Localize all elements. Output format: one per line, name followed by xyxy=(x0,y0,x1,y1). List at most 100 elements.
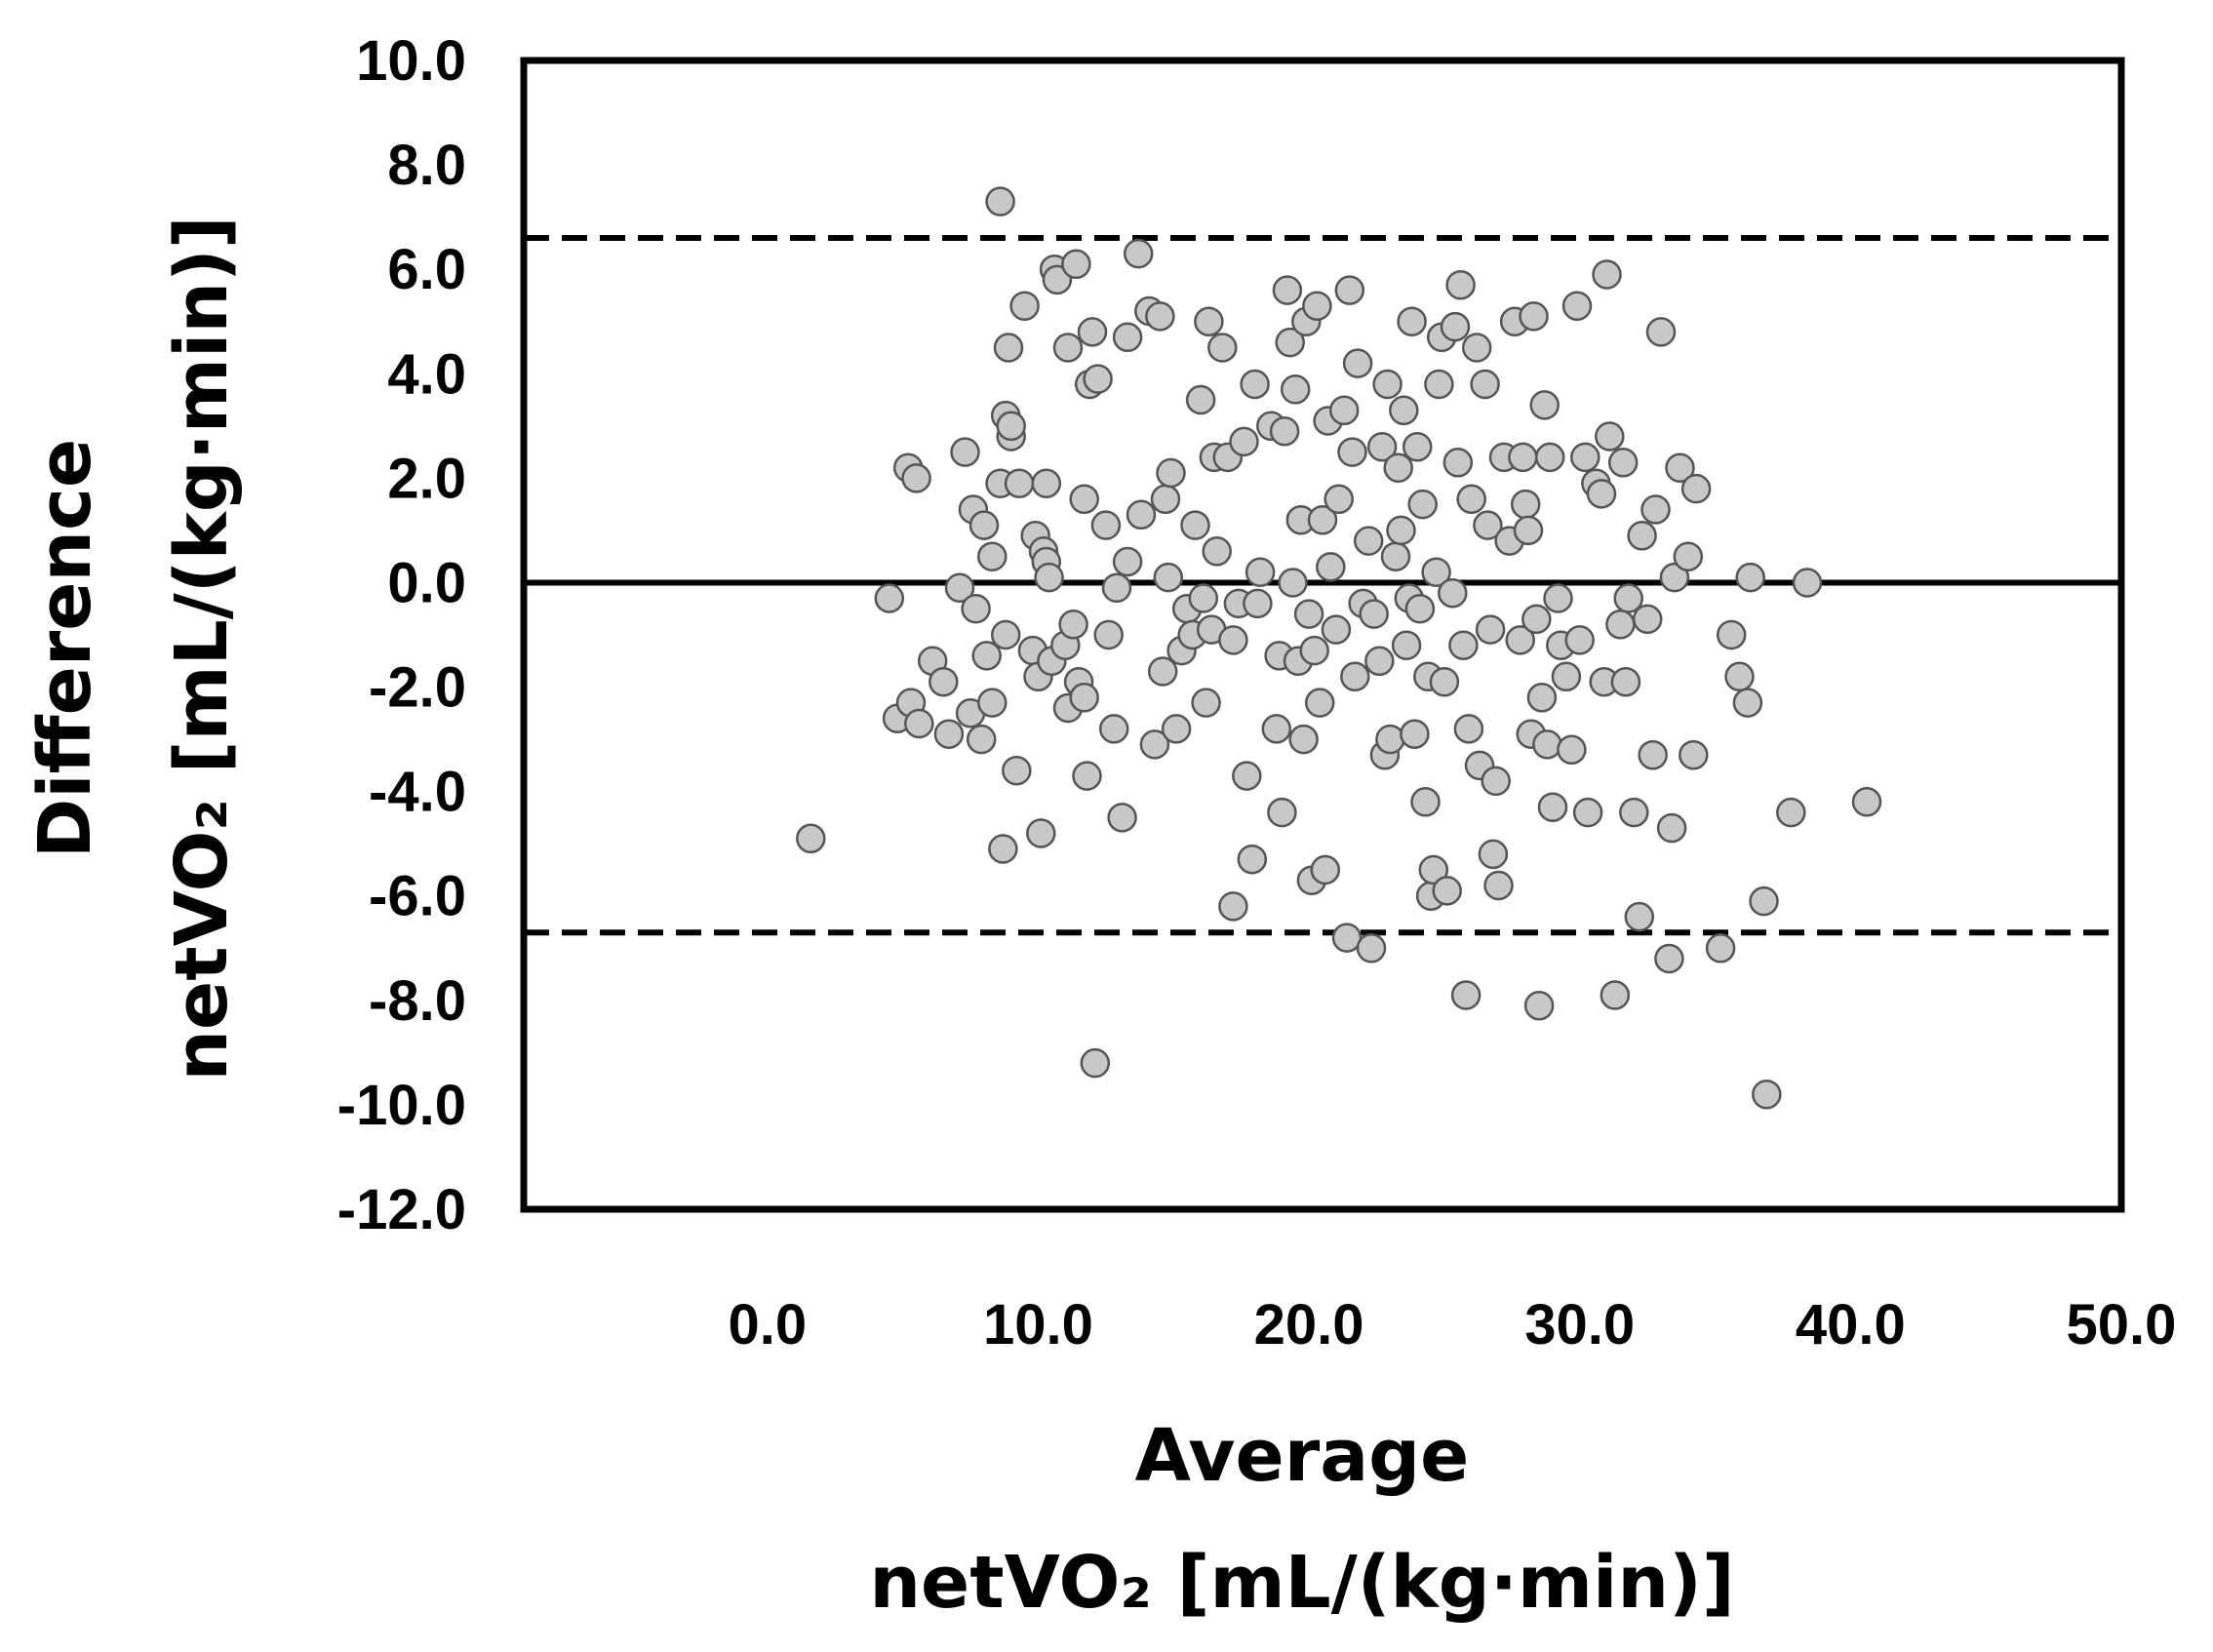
y-axis-tick-labels: 10.0 8.0 6.0 4.0 2.0 0.0 -2.0 -4.0 -6.0 -8.0 -10.0… xyxy=(337,29,466,1241)
data-point xyxy=(1293,599,1324,629)
data-point xyxy=(1052,333,1084,363)
data-point xyxy=(1331,923,1363,953)
data-point xyxy=(1505,625,1535,655)
data-point xyxy=(985,186,1015,216)
data-point xyxy=(1324,484,1354,515)
reference-lines xyxy=(524,235,2121,936)
data-point xyxy=(993,333,1024,363)
data-point xyxy=(1557,734,1587,766)
y-tick-label: -2.0 xyxy=(369,656,466,720)
data-point xyxy=(1188,583,1219,613)
data-point xyxy=(1391,630,1422,660)
data-point xyxy=(1107,803,1137,833)
data-point xyxy=(1340,661,1370,692)
data-point xyxy=(1624,901,1655,932)
data-point xyxy=(1150,484,1181,515)
data-point xyxy=(1334,275,1365,305)
data-point xyxy=(1792,568,1823,598)
data-point xyxy=(1508,442,1538,473)
data-point xyxy=(1009,291,1040,321)
data-point xyxy=(968,510,1000,540)
data-point xyxy=(1561,291,1593,321)
data-point xyxy=(1302,291,1332,321)
y-tick-label: 8.0 xyxy=(387,134,466,197)
data-point xyxy=(1564,625,1595,655)
data-point xyxy=(1069,683,1099,713)
data-point xyxy=(1397,306,1427,336)
data-point xyxy=(1353,526,1384,556)
data-point xyxy=(1069,484,1099,515)
data-point xyxy=(1400,719,1430,749)
data-point xyxy=(1337,437,1367,467)
data-point xyxy=(1123,238,1154,269)
data-point xyxy=(1607,448,1639,478)
data-point xyxy=(1473,510,1503,540)
data-point xyxy=(1156,457,1186,489)
data-point xyxy=(1364,646,1395,677)
data-point xyxy=(1185,384,1216,415)
data-point xyxy=(1410,787,1441,817)
y-tick-label: 10.0 xyxy=(356,29,466,93)
data-point xyxy=(1328,395,1360,426)
data-point xyxy=(796,823,826,854)
data-point xyxy=(1632,604,1663,635)
data-point xyxy=(1600,980,1631,1010)
data-point xyxy=(1161,714,1192,744)
data-point xyxy=(1605,610,1636,640)
data-point xyxy=(1445,269,1476,300)
data-point xyxy=(1194,306,1224,336)
data-point xyxy=(1679,739,1709,770)
data-point xyxy=(1595,421,1625,452)
data-point xyxy=(1619,797,1649,828)
data-point xyxy=(1299,635,1329,666)
data-point xyxy=(1147,656,1178,687)
data-point xyxy=(990,619,1021,650)
data-point xyxy=(1180,510,1210,540)
data-point xyxy=(1359,599,1389,629)
data-point xyxy=(1475,614,1506,645)
y-tick-label: 4.0 xyxy=(387,342,466,406)
data-point xyxy=(1510,489,1541,520)
data-point xyxy=(1572,797,1603,828)
y-axis-title-line2: netVO₂ [mL/(kg·min)] xyxy=(160,216,244,1081)
data-point xyxy=(1453,714,1484,744)
data-point xyxy=(1638,739,1668,770)
data-point xyxy=(1093,619,1124,650)
data-point xyxy=(1145,301,1175,332)
data-point xyxy=(1402,431,1433,462)
y-tick-label: -6.0 xyxy=(369,865,466,928)
data-point xyxy=(1665,452,1695,483)
data-point xyxy=(1627,521,1657,551)
data-point xyxy=(1732,688,1763,718)
data-point xyxy=(1537,792,1568,822)
data-point xyxy=(1026,818,1056,848)
data-point xyxy=(1523,990,1555,1021)
data-point xyxy=(1310,854,1341,885)
data-point xyxy=(977,688,1008,718)
data-point xyxy=(1058,610,1088,640)
data-point xyxy=(1680,473,1712,504)
data-point xyxy=(1586,479,1617,509)
data-point xyxy=(904,708,934,739)
data-point xyxy=(1112,546,1143,577)
y-tick-label: 0.0 xyxy=(387,551,466,614)
data-point xyxy=(1752,1079,1782,1110)
data-point xyxy=(1404,593,1436,624)
data-point xyxy=(1004,468,1035,498)
data-point xyxy=(1551,661,1582,692)
data-point xyxy=(1673,541,1704,571)
data-point xyxy=(1429,666,1460,697)
data-point xyxy=(1513,515,1544,546)
data-point xyxy=(1061,249,1091,280)
data-point xyxy=(1534,442,1565,473)
data-point xyxy=(1321,614,1352,645)
data-point xyxy=(1229,426,1259,457)
data-point xyxy=(1232,761,1262,791)
y-axis-title-line1: Difference xyxy=(23,439,107,858)
data-point xyxy=(1418,854,1449,885)
data-point xyxy=(1432,876,1462,906)
data-point xyxy=(1532,729,1562,760)
data-point xyxy=(1724,661,1755,692)
data-point xyxy=(1375,724,1405,755)
